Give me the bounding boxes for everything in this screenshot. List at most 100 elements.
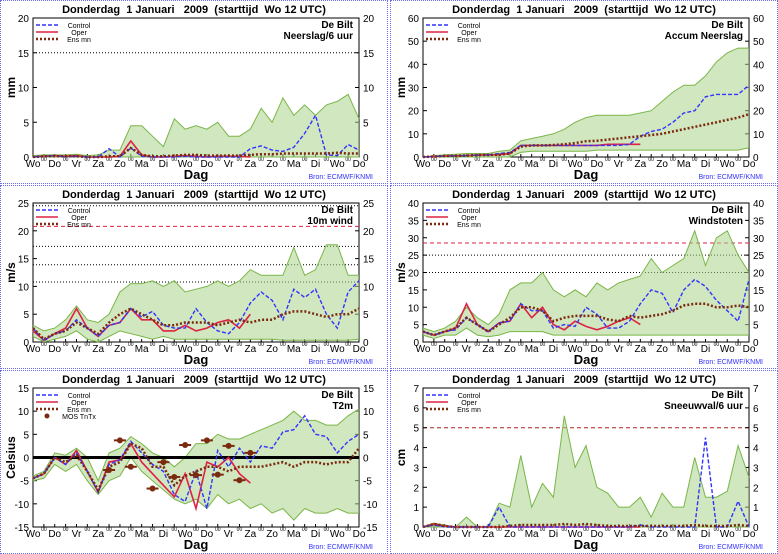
chart-svg: Donderdag 1 Januari 2009 (starttijd Wo 1…	[394, 189, 765, 367]
x-minor-label: 00	[583, 342, 589, 348]
ensemble-max-line	[422, 229, 750, 333]
y-tick-label-right: 15	[753, 286, 765, 297]
control-line	[422, 278, 750, 336]
y-tick-label: -15	[15, 523, 30, 534]
y-tick-label: -10	[15, 500, 30, 511]
x-tick-label: Vr	[614, 159, 624, 170]
chart-svg: Donderdag 1 Januari 2009 (starttijd Wo 1…	[4, 189, 375, 367]
mos-point	[247, 449, 254, 456]
x-minor-label: 00	[280, 342, 286, 348]
x-minor-label: 00	[605, 157, 611, 163]
x-tick-label: Wo	[330, 529, 345, 540]
x-axis-label: Dag	[184, 167, 209, 182]
x-minor-label: 00	[215, 527, 221, 533]
ens-mean-line	[422, 112, 750, 159]
y-tick-label: 4	[413, 444, 419, 455]
y-tick-label: 3	[413, 463, 419, 474]
source-label: Bron: ECMWF/KNMI	[698, 359, 763, 366]
chart-svg: Donderdag 1 Januari 2009 (starttijd Wo 1…	[394, 4, 765, 182]
x-tick-label: Di	[549, 529, 558, 540]
y-tick-label-right: -10	[363, 500, 378, 511]
x-minor-label: 00	[714, 342, 720, 348]
control-line	[32, 414, 360, 509]
legend-label: Control	[68, 23, 91, 30]
x-minor-label: 00	[193, 527, 199, 533]
x-tick-label: Di	[311, 529, 320, 540]
y-axis-label: Celsius	[4, 436, 18, 479]
x-tick-label: Vr	[224, 344, 234, 355]
y-tick-label-right: 5	[363, 118, 369, 129]
x-tick-label: Do	[590, 159, 603, 170]
mos-point	[171, 473, 178, 480]
panel-neerslag: Donderdag 1 Januari 2009 (starttijd Wo 1…	[0, 0, 388, 184]
x-tick-label: Di	[701, 529, 710, 540]
x-tick-label: Wo	[330, 344, 345, 355]
x-tick-label: Za	[92, 344, 104, 355]
x-axis-label: Dag	[574, 537, 599, 552]
x-minor-label: 00	[561, 527, 567, 533]
x-tick-label: Do	[590, 529, 603, 540]
chart-svg: Donderdag 1 Januari 2009 (starttijd Wo 1…	[394, 374, 763, 552]
x-tick-label: Di	[549, 159, 558, 170]
x-minor-label: 00	[280, 157, 286, 163]
variable-label: Windstoten	[689, 216, 743, 227]
x-minor-label: 00	[106, 342, 112, 348]
mos-point	[116, 437, 123, 444]
x-minor-label: 00	[345, 157, 351, 163]
x-minor-label: 00	[237, 157, 243, 163]
x-tick-label: Ma	[287, 529, 301, 540]
x-minor-label: 00	[85, 527, 91, 533]
x-tick-label: Ma	[677, 529, 691, 540]
y-tick-label: 30	[408, 234, 420, 245]
legend-label: Oper	[71, 215, 87, 222]
y-tick-label-right: 5	[753, 321, 759, 332]
x-minor-label: 00	[496, 527, 502, 533]
x-minor-label: 00	[431, 527, 437, 533]
ensemble-min-line	[32, 456, 359, 521]
x-tick-label: Vr	[72, 529, 82, 540]
mos-point	[160, 459, 167, 466]
x-tick-label: Do	[200, 529, 213, 540]
x-minor-label: 00	[215, 342, 221, 348]
y-tick-label: 20	[408, 107, 420, 118]
legend-label: Control	[68, 208, 91, 215]
source-label: Bron: ECMWF/KNMI	[308, 544, 373, 551]
x-minor-label: 00	[237, 342, 243, 348]
legend-label: Ens mn	[457, 222, 481, 229]
x-minor-label: 00	[237, 527, 243, 533]
x-tick-label: Vr	[462, 159, 472, 170]
y-tick-label: 40	[408, 199, 420, 210]
x-tick-label: Za	[482, 529, 494, 540]
x-minor-label: 00	[453, 527, 459, 533]
x-tick-label: Di	[701, 344, 710, 355]
mos-point	[127, 463, 134, 470]
x-minor-label: 00	[714, 527, 720, 533]
variable-label: T2m	[332, 401, 353, 412]
control-line	[422, 84, 750, 158]
y-axis-label: mm	[4, 77, 18, 98]
x-minor-label: 00	[431, 157, 437, 163]
mos-point	[193, 472, 199, 479]
x-minor-label: 00	[171, 157, 177, 163]
x-tick-label: Vr	[224, 159, 234, 170]
y-tick-label: 5	[23, 430, 29, 441]
x-minor-label: 00	[735, 157, 741, 163]
source-label: Bron: ECMWF/KNMI	[698, 174, 763, 181]
mos-point	[214, 471, 221, 478]
y-tick-label: 15	[18, 384, 30, 395]
variable-label: Accum Neerslag	[665, 31, 743, 42]
y-tick-label-right: 10	[363, 282, 375, 293]
panel-windstoten: Donderdag 1 Januari 2009 (starttijd Wo 1…	[390, 185, 778, 369]
x-minor-label: 00	[258, 157, 264, 163]
y-tick-label-right: 10	[363, 84, 375, 95]
x-tick-label: Ma	[525, 159, 539, 170]
x-tick-label: Vr	[614, 344, 624, 355]
mos-point	[203, 437, 210, 444]
x-minor-label: 00	[258, 342, 264, 348]
y-axis-label: cm	[394, 449, 408, 466]
y-tick-label: 10	[408, 303, 420, 314]
x-tick-label: Za	[634, 344, 646, 355]
legend-label: Oper	[461, 30, 477, 37]
chart-title: Donderdag 1 Januari 2009 (starttijd Wo 1…	[62, 374, 326, 386]
x-minor-label: 00	[583, 527, 589, 533]
